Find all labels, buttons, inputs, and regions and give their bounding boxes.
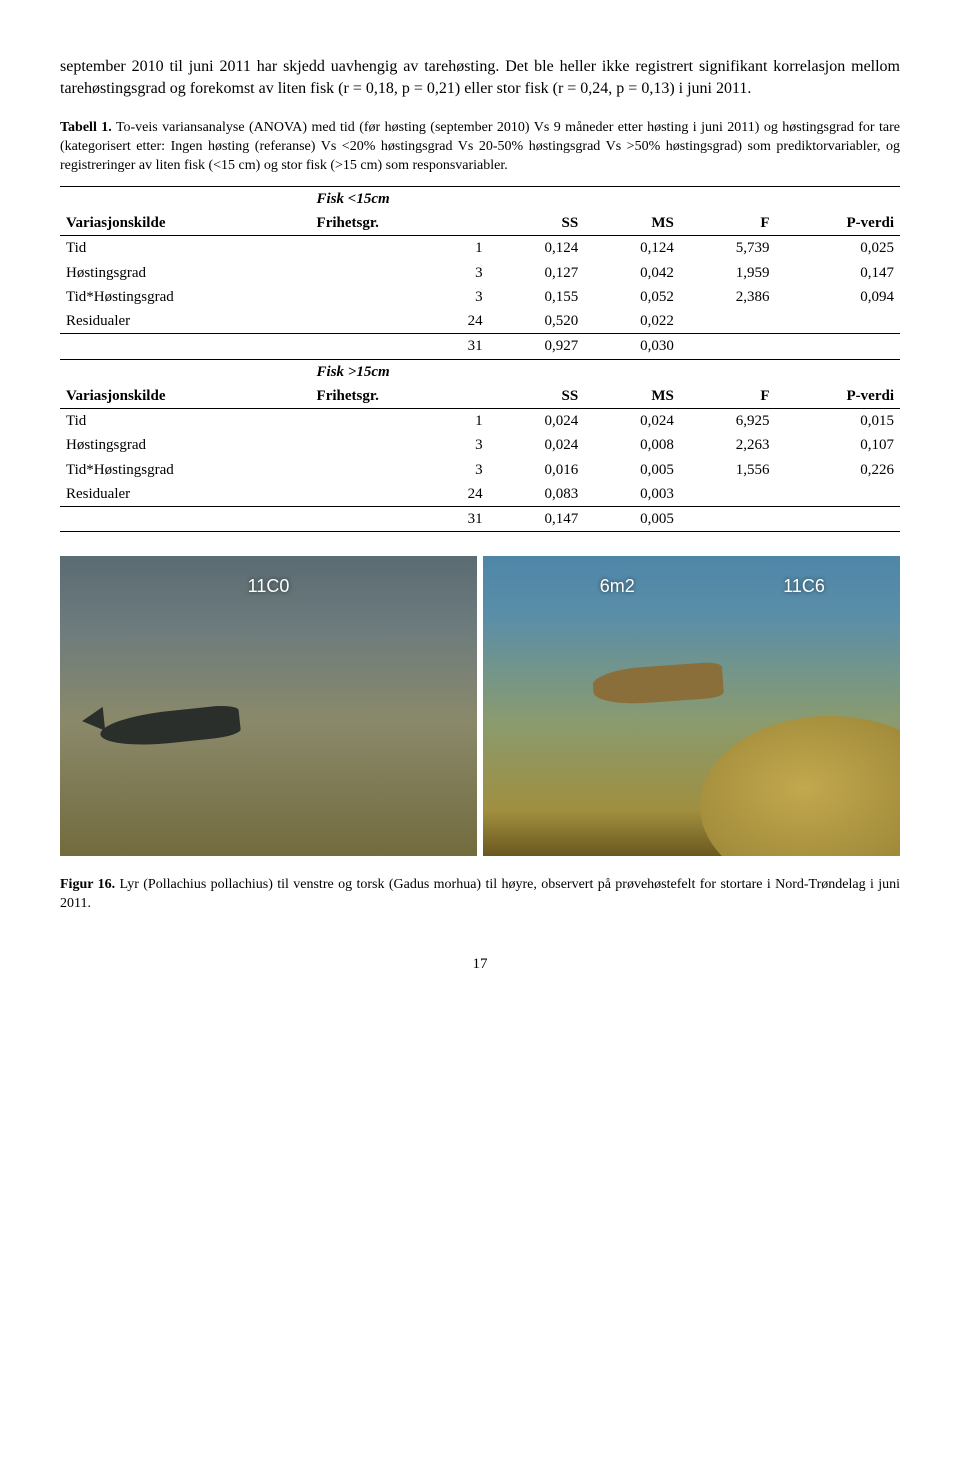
table-row: Residualer 24 0,520 0,022 — [60, 309, 900, 334]
col-variasjonskilde: Variasjonskilde — [60, 211, 311, 236]
table-row: Tid*Høstingsgrad 3 0,155 0,052 2,386 0,0… — [60, 285, 900, 309]
figure-caption: Figur 16. Lyr (Pollachius pollachius) ti… — [60, 876, 900, 914]
table-section1-title: Fisk <15cm — [311, 186, 489, 211]
cod-shape-icon — [592, 662, 724, 707]
table-row: 31 0,147 0,005 — [60, 507, 900, 532]
table-header-row: Variasjonskilde Frihetsgr. SS MS F P-ver… — [60, 384, 900, 409]
table-header-row: Variasjonskilde Frihetsgr. SS MS F P-ver… — [60, 211, 900, 236]
anova-table: Fisk <15cm Variasjonskilde Frihetsgr. SS… — [60, 186, 900, 533]
paragraph-intro: september 2010 til juni 2011 har skjedd … — [60, 56, 900, 99]
table-row: Tid 1 0,024 0,024 6,925 0,015 — [60, 409, 900, 434]
table-label: Tabell 1. — [60, 120, 112, 135]
table-row: Høstingsgrad 3 0,127 0,042 1,959 0,147 — [60, 261, 900, 285]
kelp-shape-icon — [700, 716, 900, 856]
image-label-right1: 6m2 — [600, 574, 635, 598]
page-number: 17 — [60, 954, 900, 974]
table-row: Residualer 24 0,083 0,003 — [60, 482, 900, 507]
col-frihetsgr: Frihetsgr. — [311, 211, 489, 236]
table-row: Høstingsgrad 3 0,024 0,008 2,263 0,107 — [60, 433, 900, 457]
table-section2-title: Fisk >15cm — [311, 359, 489, 384]
table-caption-text: To-veis variansanalyse (ANOVA) med tid (… — [60, 120, 900, 173]
table-caption: Tabell 1. To-veis variansanalyse (ANOVA)… — [60, 119, 900, 176]
fish-shape-icon — [99, 704, 242, 750]
col-pverdi: P-verdi — [776, 211, 900, 236]
image-label-left: 11C0 — [248, 574, 290, 598]
image-label-right2: 11C6 — [783, 574, 825, 598]
figure-caption-text: Lyr (Pollachius pollachius) til venstre … — [60, 877, 900, 911]
col-ms: MS — [584, 211, 680, 236]
figure-images: 11C0 6m2 11C6 — [60, 556, 900, 856]
table-row: 31 0,927 0,030 — [60, 334, 900, 359]
figure-label: Figur 16. — [60, 877, 115, 892]
table-row: Tid*Høstingsgrad 3 0,016 0,005 1,556 0,2… — [60, 458, 900, 482]
table-row: Tid 1 0,124 0,124 5,739 0,025 — [60, 236, 900, 261]
figure-image-right: 6m2 11C6 — [483, 556, 900, 856]
col-f: F — [680, 211, 776, 236]
col-ss: SS — [489, 211, 585, 236]
figure-image-left: 11C0 — [60, 556, 477, 856]
fish-tail-icon — [81, 707, 105, 733]
